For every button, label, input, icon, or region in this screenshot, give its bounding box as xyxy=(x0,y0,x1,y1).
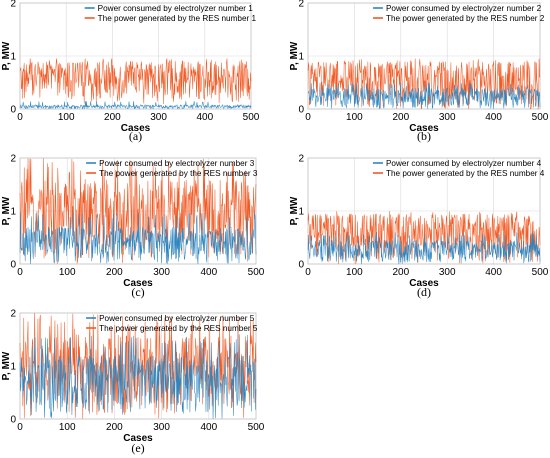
plot-frame xyxy=(307,2,541,110)
y-axis-title: P, MW xyxy=(289,196,300,225)
panel-e: 0 100 200 300 400 500 0 1 2 Cases P, MW Power consu… xyxy=(1,309,265,456)
series-generated-line xyxy=(19,312,257,419)
y-axis-title: P, MW xyxy=(289,41,300,70)
x-tick-label: 0 xyxy=(305,267,311,278)
panel-b: 0 100 200 300 400 500 0 1 2 Cases P, MW Power consu… xyxy=(289,0,549,143)
y-tick-label: 2 xyxy=(10,309,16,320)
x-tick-label: 200 xyxy=(106,422,123,433)
series-generated-line xyxy=(307,58,541,110)
x-tick-label: 100 xyxy=(346,267,363,278)
legend-entry: Power consumed by electrolyzer number 4 xyxy=(386,159,542,168)
series-consumed-line xyxy=(19,100,252,110)
legend-entry: The power generated by the RES number 2 xyxy=(386,14,545,23)
y-tick-label: 0 xyxy=(298,105,304,116)
series-consumed-line xyxy=(19,211,257,265)
panel-label: (b) xyxy=(417,129,431,143)
x-tick-label: 200 xyxy=(104,112,121,123)
panel-label: (e) xyxy=(131,441,144,455)
x-tick-label: 0 xyxy=(17,267,23,278)
x-tick-label: 300 xyxy=(150,112,167,123)
series-consumed-line xyxy=(307,231,541,265)
x-tick-label: 500 xyxy=(248,422,265,433)
x-tick-label: 200 xyxy=(392,267,409,278)
x-tick-label: 500 xyxy=(248,267,265,278)
x-axis-title: Cases xyxy=(123,433,153,444)
x-tick-label: 200 xyxy=(392,112,409,123)
legend-entry: The power generated by the RES number 3 xyxy=(99,169,258,178)
x-tick-label: 100 xyxy=(58,112,75,123)
x-tick-label: 400 xyxy=(196,112,213,123)
legend-entry: Power consumed by electrolyzer number 2 xyxy=(386,4,542,13)
y-tick-label: 2 xyxy=(298,0,304,10)
legend-entry: The power generated by the RES number 5 xyxy=(99,324,258,333)
x-tick-label: 500 xyxy=(532,267,549,278)
x-tick-label: 500 xyxy=(243,112,260,123)
y-tick-label: 2 xyxy=(298,154,304,165)
legend-entry: The power generated by the RES number 1 xyxy=(98,14,257,23)
x-axis-title: Cases xyxy=(121,123,151,134)
panel-a: 0 100 200 300 400 500 0 1 2 Cases P, MW Power consu… xyxy=(1,0,260,143)
panel-d: 0 100 200 300 400 500 0 1 2 Cases P, MW Power consu… xyxy=(289,154,549,300)
x-tick-label: 100 xyxy=(346,112,363,123)
y-tick-label: 1 xyxy=(10,362,16,373)
plot-frame xyxy=(19,2,252,110)
x-tick-label: 400 xyxy=(485,267,502,278)
series-generated-line xyxy=(19,158,257,264)
plot-frame xyxy=(307,157,541,265)
panel-c: 0 100 200 300 400 500 0 1 2 Cases P, MW Power consu… xyxy=(1,154,265,300)
legend-entry: Power consumed by electrolyzer number 5 xyxy=(99,314,255,323)
y-axis-title: P, MW xyxy=(1,351,12,380)
legend-entry: Power consumed by electrolyzer number 1 xyxy=(98,4,254,13)
y-axis-title: P, MW xyxy=(1,41,12,70)
panel-label: (c) xyxy=(131,285,144,299)
series-generated-line xyxy=(19,58,252,104)
x-tick-label: 100 xyxy=(59,422,76,433)
y-axis-title: P, MW xyxy=(1,196,12,225)
y-tick-label: 0 xyxy=(10,105,16,116)
y-tick-label: 1 xyxy=(10,207,16,218)
y-tick-label: 1 xyxy=(298,207,304,218)
x-axis-title: Cases xyxy=(123,278,153,289)
x-tick-label: 400 xyxy=(200,422,217,433)
y-tick-label: 2 xyxy=(10,154,16,165)
x-tick-label: 300 xyxy=(153,422,170,433)
x-tick-label: 0 xyxy=(17,112,23,123)
x-tick-label: 100 xyxy=(59,267,76,278)
legend-entry: Power consumed by electrolyzer number 3 xyxy=(99,159,255,168)
plot-frame xyxy=(19,157,257,265)
x-tick-label: 500 xyxy=(532,112,549,123)
x-tick-label: 300 xyxy=(439,267,456,278)
y-tick-label: 0 xyxy=(10,415,16,426)
panel-label: (d) xyxy=(417,285,431,299)
y-tick-label: 2 xyxy=(10,0,16,10)
y-tick-label: 1 xyxy=(10,52,16,63)
x-tick-label: 300 xyxy=(153,267,170,278)
panel-label: (a) xyxy=(129,129,142,143)
x-axis-title: Cases xyxy=(409,123,439,134)
y-tick-label: 1 xyxy=(298,52,304,63)
x-tick-label: 400 xyxy=(200,267,217,278)
legend-entry: The power generated by the RES number 4 xyxy=(386,169,545,178)
x-tick-label: 200 xyxy=(106,267,123,278)
x-tick-label: 0 xyxy=(305,112,311,123)
x-tick-label: 400 xyxy=(485,112,502,123)
y-tick-label: 0 xyxy=(10,260,16,271)
series-consumed-line xyxy=(19,334,257,419)
series-consumed-line xyxy=(307,82,541,109)
x-tick-label: 0 xyxy=(17,422,23,433)
x-tick-label: 300 xyxy=(439,112,456,123)
y-tick-label: 0 xyxy=(298,260,304,271)
x-axis-title: Cases xyxy=(409,278,439,289)
